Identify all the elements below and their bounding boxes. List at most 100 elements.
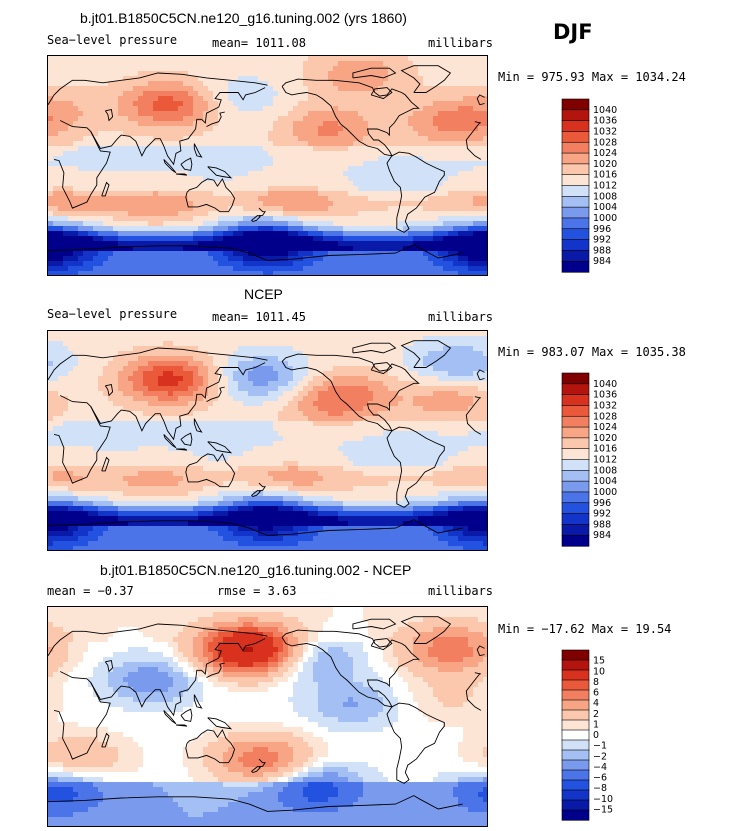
field-cell — [218, 141, 224, 147]
colorbar-box — [561, 141, 590, 154]
field-cell — [313, 86, 319, 92]
field-cell — [348, 71, 354, 77]
field-cell — [398, 331, 404, 337]
field-cell — [478, 211, 484, 217]
field-cell — [463, 66, 469, 72]
field-cell — [413, 331, 419, 337]
field-cell — [323, 216, 329, 222]
field-cell — [483, 106, 487, 112]
field-cell — [283, 161, 289, 167]
field-cell — [418, 121, 424, 127]
field-cell — [248, 136, 254, 142]
field-cell — [83, 81, 89, 87]
field-cell — [263, 346, 269, 352]
field-cell — [478, 81, 484, 87]
field-cell — [98, 206, 104, 212]
field-cell — [458, 181, 464, 187]
field-cell — [123, 376, 129, 382]
field-cell — [478, 121, 484, 127]
field-cell — [58, 196, 64, 202]
field-cell — [423, 121, 429, 127]
field-cell — [453, 196, 459, 202]
field-cell — [153, 201, 159, 207]
field-cell — [138, 111, 144, 117]
field-cell — [118, 171, 124, 177]
field-cell — [243, 171, 249, 177]
field-cell — [103, 236, 109, 242]
field-cell — [443, 206, 449, 212]
field-cell — [118, 121, 124, 127]
field-cell — [458, 356, 464, 362]
field-cell — [343, 361, 349, 367]
field-cell — [243, 166, 249, 172]
field-cell — [368, 231, 374, 237]
field-cell — [63, 136, 69, 142]
field-cell — [278, 86, 284, 92]
field-cell — [273, 226, 279, 232]
field-cell — [68, 166, 74, 172]
field-cell — [308, 201, 314, 207]
field-cell — [113, 191, 119, 197]
field-cell — [298, 106, 304, 112]
field-cell — [253, 231, 259, 237]
field-cell — [143, 176, 149, 182]
field-cell — [298, 251, 304, 257]
field-cell — [203, 111, 209, 117]
field-cell — [133, 241, 139, 247]
field-cell — [293, 66, 299, 72]
field-cell — [253, 376, 259, 382]
field-cell — [58, 256, 64, 262]
field-cell — [253, 121, 259, 127]
field-cell — [378, 101, 384, 107]
field-cell — [423, 61, 429, 67]
field-cell — [393, 266, 399, 272]
field-cell — [158, 126, 164, 132]
field-cell — [83, 191, 89, 197]
field-cell — [428, 246, 434, 252]
field-cell — [388, 251, 394, 257]
field-cell — [448, 136, 454, 142]
field-cell — [428, 211, 434, 217]
field-cell — [313, 191, 319, 197]
field-cell — [88, 376, 94, 382]
field-cell — [423, 236, 429, 242]
field-cell — [428, 141, 434, 147]
field-cell — [438, 156, 444, 162]
field-cell — [288, 146, 294, 152]
field-cell — [63, 246, 69, 252]
field-cell — [423, 86, 429, 92]
field-cell — [438, 271, 444, 275]
field-cell — [208, 241, 214, 247]
field-cell — [378, 351, 384, 357]
field-cell — [418, 161, 424, 167]
field-cell — [428, 266, 434, 272]
field-cell — [338, 76, 344, 82]
field-cell — [483, 81, 487, 87]
field-cell — [273, 196, 279, 202]
field-cell — [58, 241, 64, 247]
field-cell — [273, 101, 279, 107]
field-cell — [348, 56, 354, 62]
field-cell — [258, 261, 264, 267]
field-cell — [203, 266, 209, 272]
field-cell — [318, 216, 324, 222]
field-cell — [333, 256, 339, 262]
field-cell — [253, 221, 259, 227]
field-cell — [108, 146, 114, 152]
field-cell — [373, 336, 379, 342]
field-cell — [263, 191, 269, 197]
field-cell — [248, 181, 254, 187]
field-cell — [123, 166, 129, 172]
field-cell — [138, 66, 144, 72]
field-cell — [123, 211, 129, 217]
field-cell — [448, 226, 454, 232]
field-cell — [263, 371, 269, 377]
field-cell — [83, 116, 89, 122]
field-cell — [478, 366, 484, 372]
field-cell — [298, 206, 304, 212]
field-cell — [58, 271, 64, 275]
field-cell — [463, 191, 469, 197]
field-cell — [168, 161, 174, 167]
field-cell — [248, 361, 254, 367]
field-cell — [348, 181, 354, 187]
